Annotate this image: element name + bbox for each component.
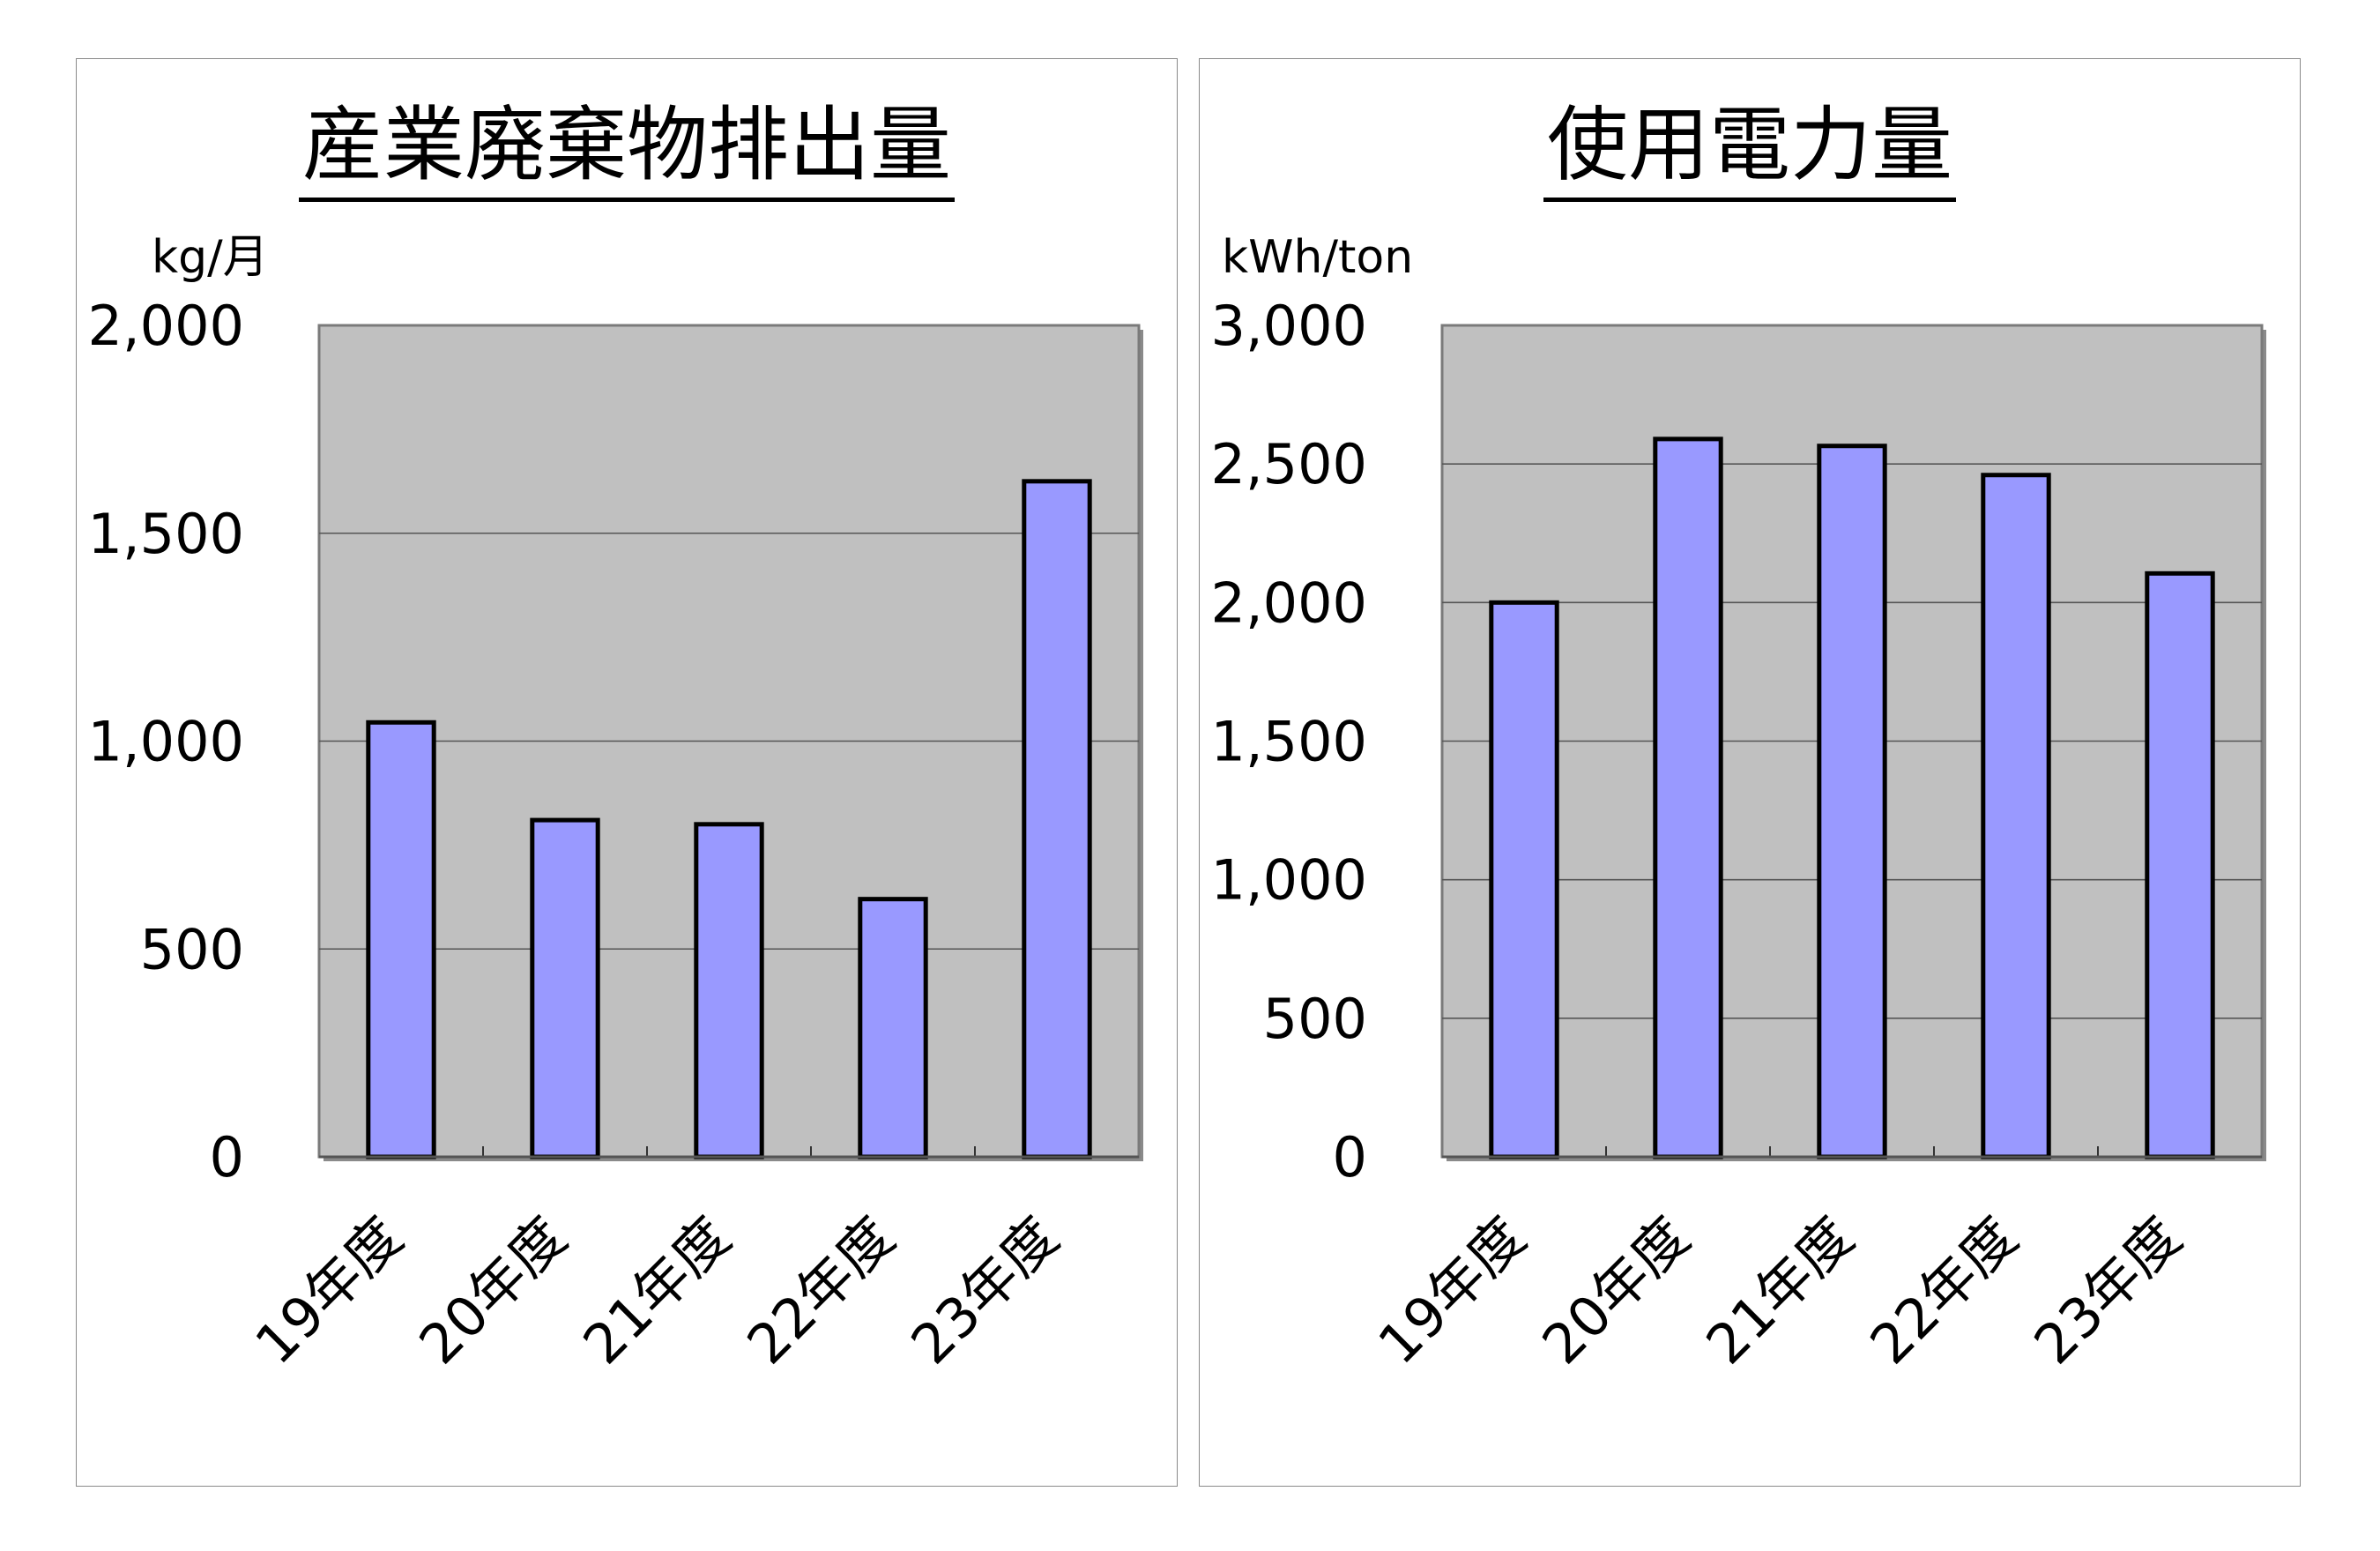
y-axis-unit: kWh/ton (1222, 231, 1413, 284)
bar (366, 720, 436, 1160)
y-tick-label: 1,500 (88, 502, 245, 566)
bar (858, 897, 928, 1160)
waste-chart-panel: 産業廃棄物排出量 0 500 1,000 1,500 2,000 kg/月 19年度 20年度… (76, 58, 1178, 1487)
power-chart: 0 500 1,000 1,500 2,000 2,500 3,000 kWh/ton 19年度… (1211, 231, 2266, 1376)
x-tick-label: 23年度 (899, 1204, 1071, 1376)
bar (2145, 570, 2215, 1160)
bar (1489, 600, 1559, 1160)
power-chart-panel: 使用電力量 0 500 1,000 1,500 2,000 2,500 3,000 kWh/t… (1199, 58, 2301, 1487)
x-tick-label: 19年度 (1366, 1204, 1538, 1376)
chart-title-text: 使用電力量 (1543, 98, 1956, 202)
x-tick-label: 23年度 (2022, 1204, 2194, 1376)
waste-chart: 0 500 1,000 1,500 2,000 kg/月 19年度20年度21年度22年度2… (88, 231, 1143, 1376)
chart-title: 使用電力量 (1200, 98, 2300, 202)
x-tick-label: 21年度 (571, 1204, 743, 1376)
y-tick-label: 1,000 (88, 710, 245, 774)
y-tick-label: 3,000 (1211, 294, 1368, 358)
bar (1653, 436, 1723, 1160)
y-tick-label: 1,000 (1211, 848, 1368, 913)
y-tick-label: 2,000 (1211, 570, 1368, 635)
bar (1817, 444, 1887, 1160)
y-tick-label: 1,500 (1211, 710, 1368, 774)
y-tick-label: 0 (1333, 1125, 1367, 1189)
x-tick-label: 19年度 (243, 1204, 415, 1376)
x-tick-label: 20年度 (407, 1204, 579, 1376)
bar (1981, 473, 2051, 1160)
x-tick-label: 22年度 (1858, 1204, 2030, 1376)
y-tick-label: 2,500 (1211, 432, 1368, 496)
y-tick-label: 0 (210, 1125, 244, 1189)
y-tick-label: 500 (1263, 987, 1367, 1051)
x-tick-label: 20年度 (1530, 1204, 1702, 1376)
chart-title: 産業廃棄物排出量 (77, 98, 1177, 202)
bar (1022, 479, 1092, 1160)
bar (530, 817, 600, 1160)
x-tick-label: 22年度 (735, 1204, 907, 1376)
y-tick-label: 500 (140, 917, 244, 981)
chart-title-text: 産業廃棄物排出量 (298, 98, 955, 202)
bar (694, 822, 764, 1160)
x-tick-label: 21年度 (1694, 1204, 1866, 1376)
y-axis-unit: kg/月 (152, 231, 269, 284)
y-tick-label: 2,000 (88, 294, 245, 358)
